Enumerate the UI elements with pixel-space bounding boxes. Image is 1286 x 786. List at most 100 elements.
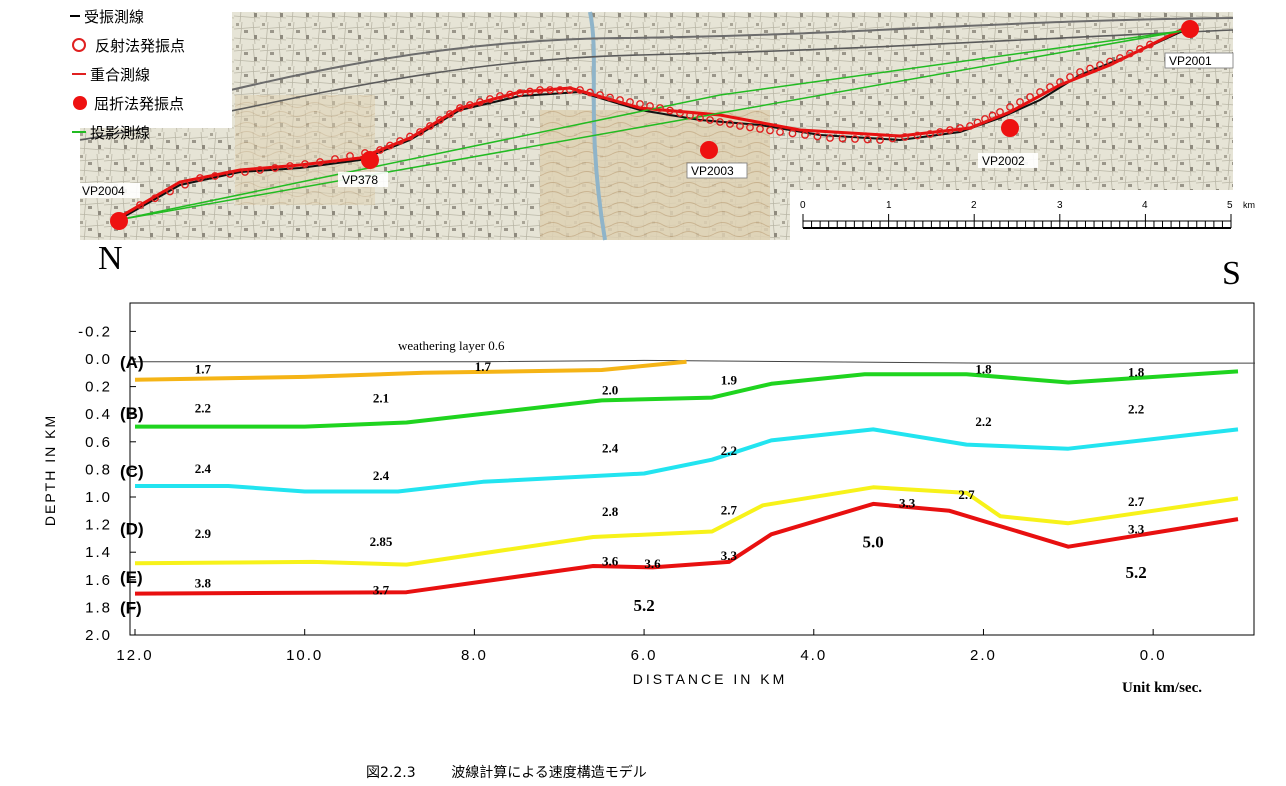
- velocity-label: 3.6: [644, 556, 661, 571]
- layer-label: (A): [120, 353, 144, 372]
- shot-point-vp2001: [1181, 20, 1199, 38]
- velocity-label: 2.85: [370, 534, 393, 549]
- reflection-shot-point: [1016, 98, 1024, 106]
- reflection-shot-point: [926, 130, 934, 138]
- y-tick-label: 0.2: [85, 379, 112, 396]
- reflection-shot-point: [271, 164, 279, 172]
- layer-label: (C): [120, 462, 144, 481]
- velocity-label: 2.2: [721, 443, 737, 458]
- boundary-line-1: [134, 359, 687, 382]
- velocity-label: 1.7: [475, 359, 492, 374]
- velocity-label: 2.7: [958, 487, 975, 502]
- reflection-shot-point: [1026, 93, 1034, 101]
- reflection-shot-point: [736, 122, 744, 130]
- reflection-shot-point: [181, 180, 189, 189]
- reflection-shot-point: [666, 106, 674, 115]
- boundary-line-0: [135, 359, 1255, 364]
- x-tick-label: 2.0: [970, 647, 997, 664]
- reflection-shot-point: [973, 118, 982, 127]
- legend-item-reflection-shot: 反射法発振点: [72, 38, 185, 55]
- reflection-shot-points: [136, 40, 1154, 209]
- x-tick-label: 0.0: [1140, 647, 1167, 664]
- reflection-shot-point: [901, 133, 909, 141]
- x-tick-label: 8.0: [461, 647, 488, 664]
- y-tick-label: 1.0: [85, 489, 112, 506]
- reflection-shot-point: [1076, 68, 1084, 76]
- reflection-shot-point: [516, 89, 524, 97]
- boundary-line-4: [134, 485, 1239, 567]
- x-tick-label: 4.0: [800, 647, 827, 664]
- reflection-shot-point: [136, 201, 144, 209]
- y-tick-label: 1.8: [85, 599, 112, 616]
- reflection-shot-point: [1126, 49, 1134, 58]
- reflection-shot-point: [888, 134, 897, 143]
- y-tick-label: 0.0: [85, 351, 112, 368]
- reflection-shot-point: [656, 104, 664, 112]
- velocity-label: 5.0: [863, 533, 884, 552]
- y-axis-title: DEPTH IN KM: [42, 414, 58, 526]
- reflection-shot-point: [876, 136, 884, 144]
- shot-point-vp378: [361, 151, 379, 169]
- reflection-shot-point: [426, 122, 434, 130]
- survey-map: 受振測線 反射法発振点 重合測線 屈折法発振点 投影測線 VP2001 VP20: [0, 0, 1255, 241]
- reflection-shot-point: [946, 126, 954, 134]
- velocity-label: 2.4: [195, 461, 212, 476]
- reflection-shot-point: [301, 160, 309, 168]
- reflection-shot-point: [376, 146, 384, 154]
- reflection-shot-point: [716, 118, 724, 126]
- reflection-shot-point: [606, 93, 614, 102]
- velocity-label: 2.2: [975, 414, 991, 429]
- reflection-shot-point: [396, 137, 404, 145]
- layer-label: (D): [120, 520, 144, 539]
- reflection-shot-point: [166, 187, 174, 196]
- projection-line: [117, 29, 1189, 221]
- reflection-shot-point: [1046, 83, 1054, 91]
- label-vp2003: VP2003: [691, 164, 734, 178]
- reflection-shot-point: [626, 98, 634, 106]
- velocity-annotations: (A) (B) (C) (D) (E) (F) weathering layer 0.6 1.…: [120, 338, 1147, 617]
- reflection-shot-point: [826, 134, 834, 142]
- velocity-label: 2.2: [195, 400, 211, 415]
- map-legend: 受振測線 反射法発振点 重合測線 屈折法発振点 投影測線: [70, 9, 185, 142]
- legend-label: 重合測線: [90, 67, 150, 84]
- velocity-label: 1.7: [195, 362, 212, 377]
- reflection-shot-point: [586, 88, 594, 97]
- reflection-shot-point: [646, 102, 654, 110]
- legend-item-receiver-line: 受振測線: [70, 9, 144, 26]
- plot-frame: [129, 302, 1255, 636]
- y-tick-label: 2.0: [85, 627, 112, 644]
- reflection-shot-point: [486, 95, 494, 103]
- reflection-shot-point: [1116, 54, 1124, 62]
- reflection-shot-point: [801, 131, 809, 139]
- reflection-shot-point: [211, 172, 219, 180]
- reflection-shot-point: [788, 129, 797, 138]
- velocity-label: 2.7: [1128, 494, 1145, 509]
- scale-tick-label: 5: [1227, 200, 1233, 211]
- shot-point-vp2004: [110, 212, 128, 230]
- reflection-shot-point: [726, 120, 734, 128]
- scale-tick-label: 2: [971, 200, 977, 211]
- reflection-shot-point: [838, 134, 847, 143]
- label-vp2002: VP2002: [982, 154, 1025, 168]
- label-vp378: VP378: [342, 173, 378, 187]
- compass-south: S: [1222, 255, 1241, 292]
- reflection-shot-point: [456, 104, 464, 112]
- reflection-shot-point: [851, 135, 859, 143]
- reflection-shot-point: [406, 132, 414, 141]
- reflection-shot-point: [476, 98, 484, 106]
- reflection-shot-point: [196, 174, 204, 182]
- reflection-shot-point: [241, 168, 249, 176]
- velocity-label: 3.3: [721, 548, 738, 563]
- reflection-shot-point: [256, 166, 264, 174]
- boundary-line-2: [135, 369, 1239, 429]
- reflection-shot-point: [1006, 103, 1014, 111]
- velocity-label: 2.7: [721, 502, 738, 517]
- reflection-shot-point: [496, 92, 504, 100]
- velocity-label: 3.7: [373, 582, 390, 597]
- velocity-label: 5.2: [633, 596, 654, 615]
- reflection-shot-point: [596, 91, 604, 99]
- x-axis-title: DISTANCE IN KM: [633, 671, 788, 687]
- reflection-shot-point: [286, 162, 294, 170]
- legend-label: 投影測線: [90, 125, 150, 142]
- legend-item-stack-line: 重合測線: [72, 67, 150, 84]
